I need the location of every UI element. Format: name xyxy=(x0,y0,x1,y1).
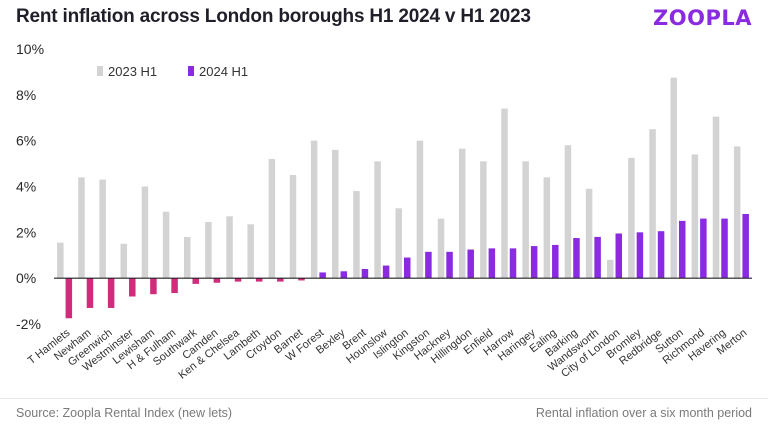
bar-2023-barnet xyxy=(289,175,297,279)
bar-2024-city-of-london xyxy=(615,233,623,279)
bar-2024-ken-chelsea xyxy=(234,278,242,282)
bar-2023-bromley xyxy=(628,157,635,279)
bar-2024-w-forest xyxy=(319,272,326,279)
bar-2024-islington xyxy=(404,257,411,279)
bar-2024-richmond xyxy=(700,218,707,279)
bar-2023-westminster xyxy=(120,243,128,279)
bar-2024-h-fulham xyxy=(171,278,178,294)
legend: 2023 H1 2024 H1 xyxy=(97,64,248,79)
bar-2023-hillingdon xyxy=(458,148,466,279)
bar-2024-newham xyxy=(86,278,94,308)
bar-2023-redbridge xyxy=(649,129,656,279)
y-tick-label: 6% xyxy=(16,133,36,149)
bar-2023-hackney xyxy=(437,218,445,279)
bar-2023-kingston xyxy=(416,140,424,279)
bar-2024-enfield xyxy=(488,248,496,279)
bar-chart: 10% 8% 6% 4% 2% 0% -2% T HamletsNewhamGreenwic… xyxy=(16,41,752,382)
bar-2023-harrow xyxy=(501,108,508,279)
bar-2023-brent xyxy=(353,191,360,279)
bar-2023-h-fulham xyxy=(162,211,170,279)
bar-2024-ealing xyxy=(552,244,559,279)
bar-2024-harrow xyxy=(509,248,517,279)
legend-swatch-2023 xyxy=(97,66,103,76)
bar-2023-croydon xyxy=(268,159,276,279)
bar-2023-enfield xyxy=(480,161,487,279)
y-tick-label: -2% xyxy=(16,316,41,332)
bar-2023-w-forest xyxy=(310,140,318,279)
bar-2023-southwark xyxy=(183,236,191,279)
legend-label-2023: 2023 H1 xyxy=(108,64,157,79)
bar-2024-barnet xyxy=(298,278,305,281)
chart-title: Rent inflation across London boroughs H1… xyxy=(16,6,531,27)
bar-2024-hillingdon xyxy=(467,249,474,279)
bar-2023-haringey xyxy=(522,161,529,279)
bar-2024-bexley xyxy=(340,271,348,279)
bar-2023-lambeth xyxy=(247,224,254,279)
bar-2024-brent xyxy=(361,269,369,279)
source-note: Source: Zoopla Rental Index (new lets) xyxy=(16,406,233,420)
bar-2023-richmond xyxy=(691,154,699,279)
bar-2024-redbridge xyxy=(657,231,665,279)
bar-2023-merton xyxy=(733,146,741,279)
bar-2023-barking xyxy=(564,145,572,279)
period-note: Rental inflation over a six month period xyxy=(535,406,752,420)
bar-2024-southwark xyxy=(192,278,199,284)
bar-2023-lewisham xyxy=(141,186,149,279)
bar-2023-greenwich xyxy=(99,179,106,279)
bar-2024-bromley xyxy=(636,232,644,279)
bar-2024-croydon xyxy=(277,278,284,282)
footer-divider xyxy=(0,398,768,399)
bar-2023-ken-chelsea xyxy=(226,216,233,279)
bar-2024-sutton xyxy=(678,220,686,279)
bar-2023-sutton xyxy=(670,77,677,279)
y-tick-label: 0% xyxy=(16,270,36,286)
bar-2024-greenwich xyxy=(107,278,115,308)
bar-2024-lewisham xyxy=(150,278,157,295)
bar-2024-hackney xyxy=(446,251,453,279)
bar-2024-westminster xyxy=(129,278,136,297)
bar-2024-hounslow xyxy=(382,265,390,279)
y-tick-label: 4% xyxy=(16,179,36,195)
bar-2023-hounslow xyxy=(374,161,381,279)
x-axis-labels: T HamletsNewhamGreenwichWestminsterLewis… xyxy=(26,326,750,381)
bar-2023-t-hamlets xyxy=(57,242,64,279)
bar-2024-merton xyxy=(742,214,749,279)
y-axis-grid: 10% 8% 6% 4% 2% 0% -2% xyxy=(16,41,44,332)
bar-2024-lambeth xyxy=(255,278,263,282)
bar-2024-havering xyxy=(721,218,728,279)
bar-2023-ealing xyxy=(543,177,551,279)
y-tick-label: 2% xyxy=(16,224,36,240)
y-tick-label: 10% xyxy=(16,41,44,57)
legend-label-2024: 2024 H1 xyxy=(199,64,248,79)
y-tick-label: 8% xyxy=(16,87,36,103)
bars-group xyxy=(54,77,752,319)
bar-2023-newham xyxy=(78,177,85,279)
bar-2023-havering xyxy=(712,116,720,279)
bar-2024-barking xyxy=(573,238,580,279)
bar-2024-t-hamlets xyxy=(65,278,73,319)
bar-2023-wandsworth xyxy=(585,188,593,279)
bar-2023-city-of-london xyxy=(607,259,614,279)
bar-2024-kingston xyxy=(425,251,432,279)
bar-2024-wandsworth xyxy=(594,236,601,279)
bar-2023-bexley xyxy=(332,149,339,279)
bar-2023-islington xyxy=(395,208,402,279)
bar-2024-haringey xyxy=(530,246,538,279)
legend-swatch-2024 xyxy=(188,66,194,76)
zoopla-logo: ZOOPLA xyxy=(653,6,752,30)
bar-2024-camden xyxy=(213,278,221,283)
bar-2023-camden xyxy=(205,222,212,279)
